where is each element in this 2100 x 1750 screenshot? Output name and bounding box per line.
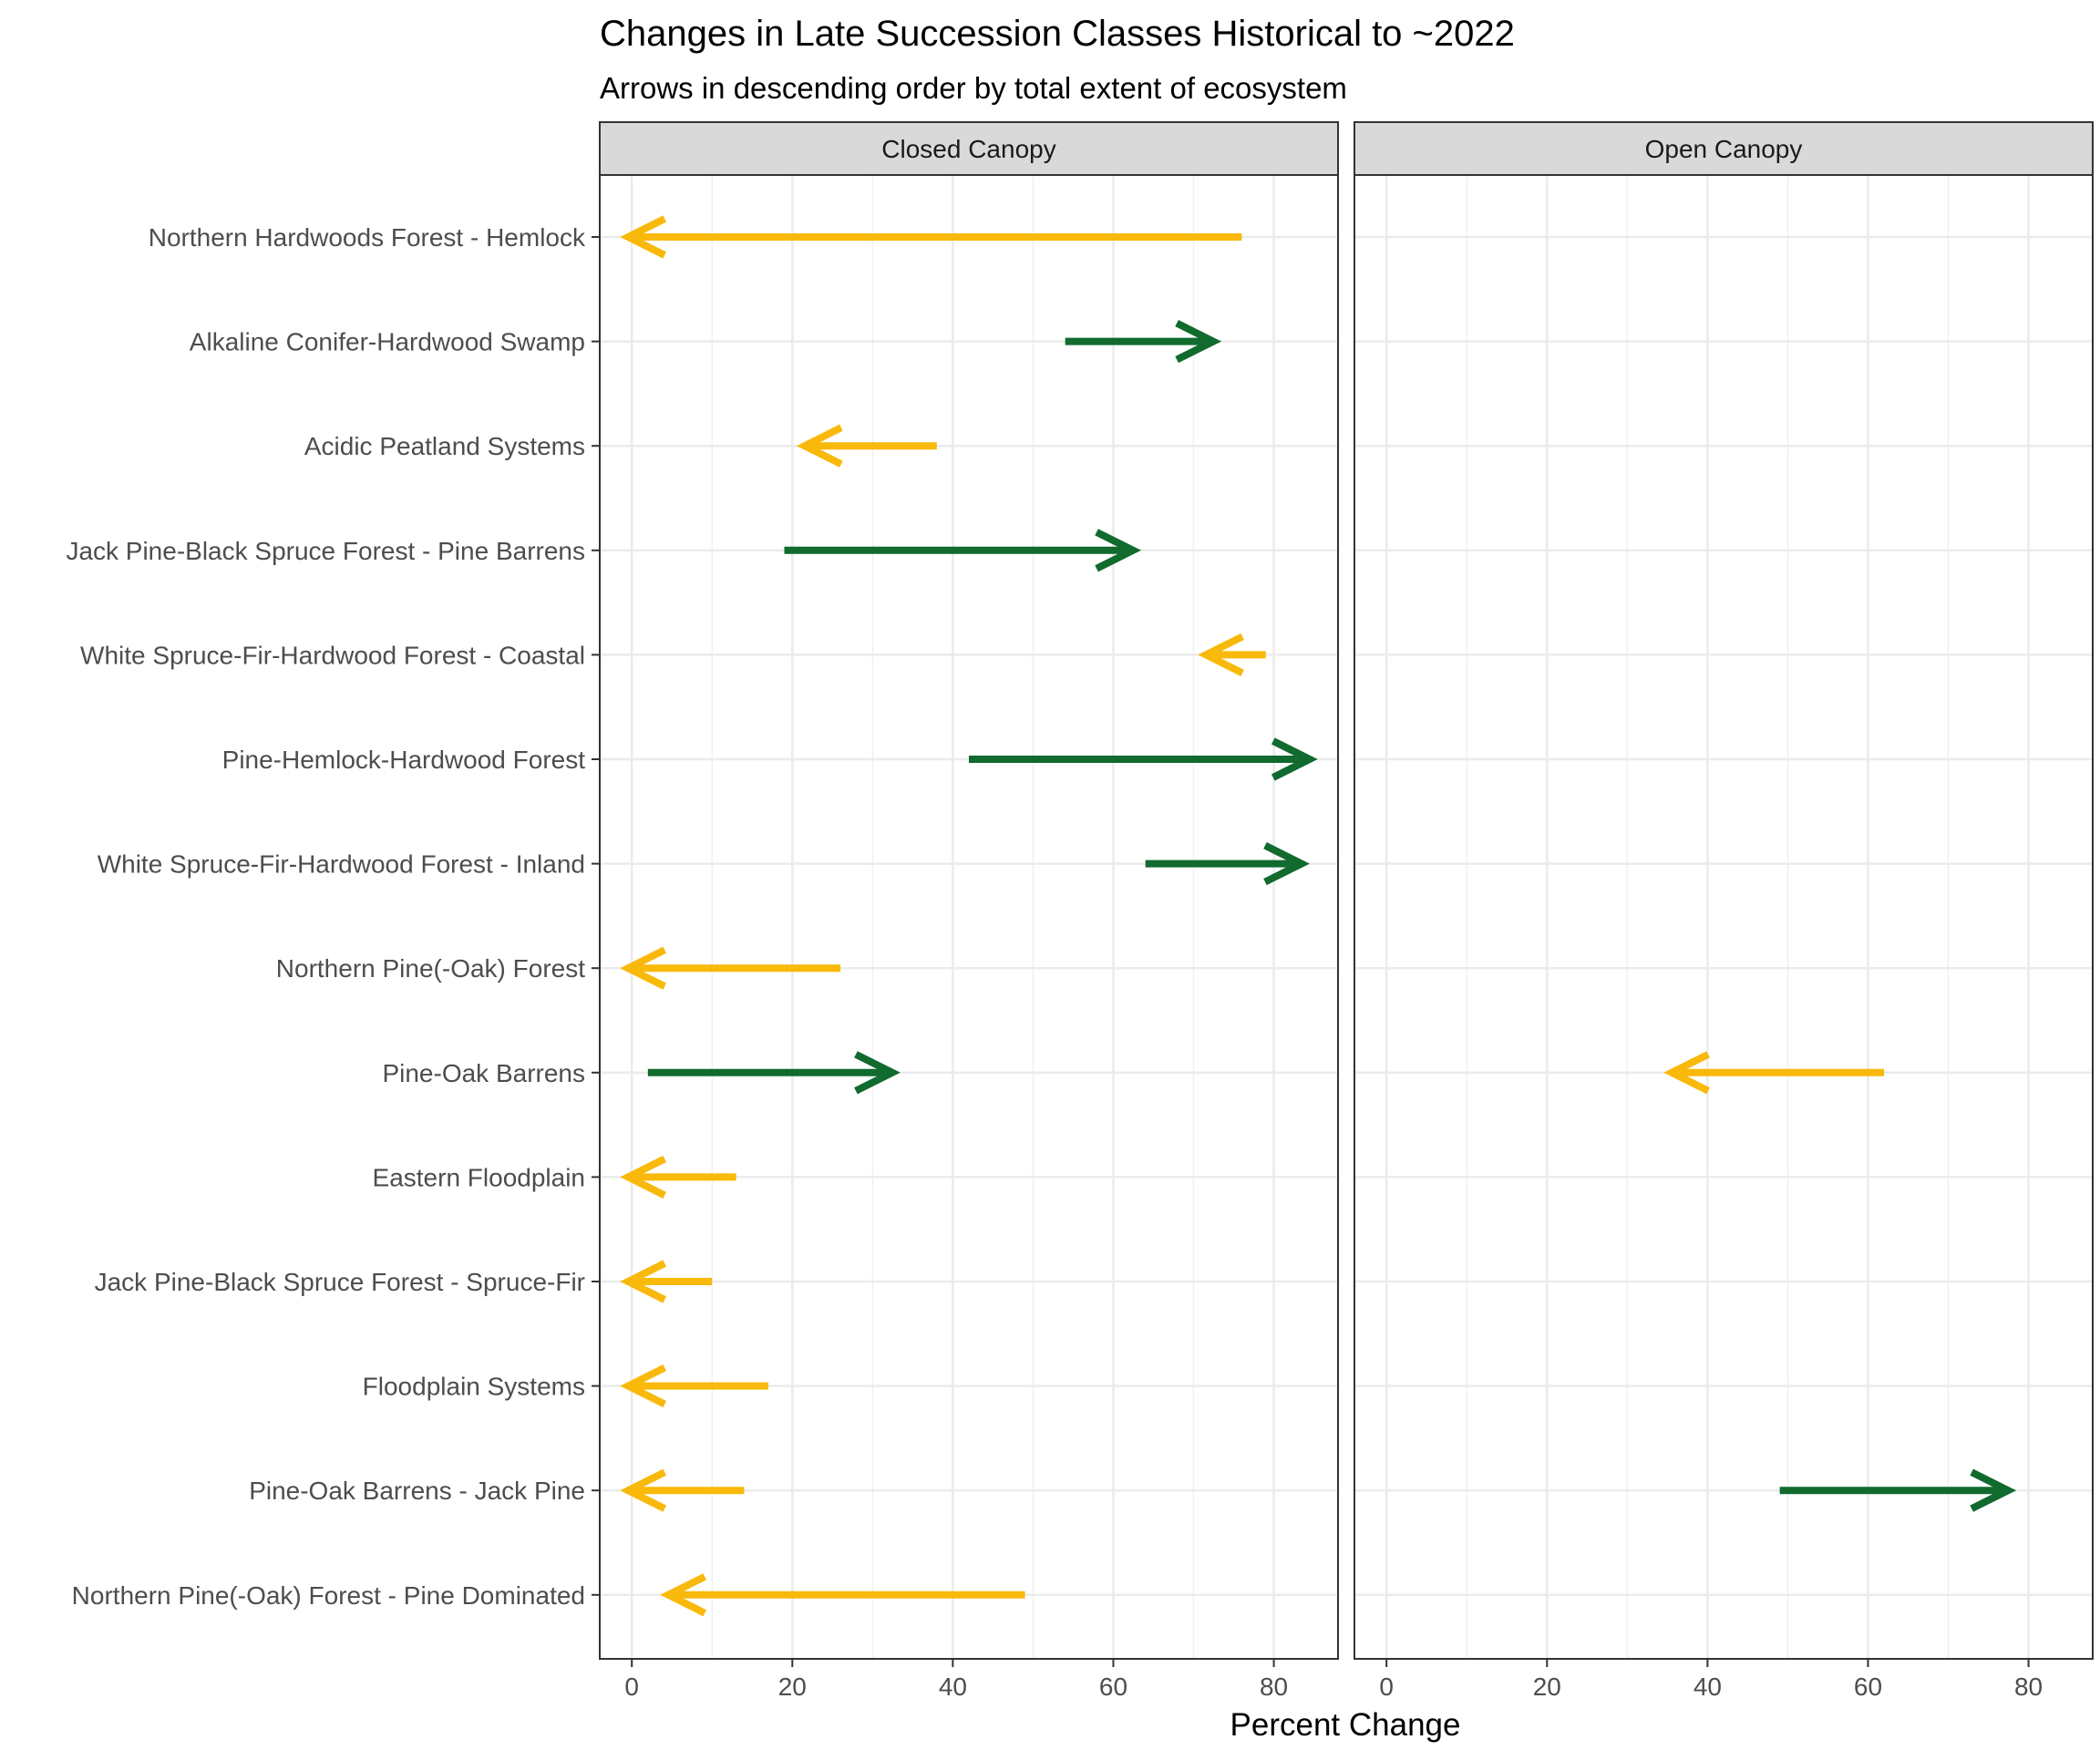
arrow-head <box>620 1260 667 1303</box>
arrow-head <box>1263 842 1310 886</box>
y-axis-tick-labels: Northern Hardwoods Forest - Hemlock Alkal… <box>66 223 600 1610</box>
arrow-head <box>620 1468 667 1512</box>
arrow-closed-canopy-white-spruce-fir-hardwood-forest-coastal <box>1198 633 1266 676</box>
x-tick-label: 60 <box>1854 1673 1882 1701</box>
facet-strip <box>599 121 1339 176</box>
x-tick-label: 0 <box>624 1673 639 1701</box>
y-tick-label: Alkaline Conifer-Hardwood Swamp <box>190 328 585 356</box>
arrow-open-canopy-pine-oak-barrens-jack-pine <box>1779 1468 2017 1512</box>
arrow-closed-canopy-jack-pine-black-spruce-forest-spruce-fir <box>620 1260 713 1303</box>
x-tick-label: 20 <box>1533 1673 1561 1701</box>
arrow-head <box>796 424 843 468</box>
arrow-open-canopy-pine-oak-barrens <box>1663 1051 1885 1095</box>
arrow-head <box>1175 320 1222 364</box>
x-tick-label: 0 <box>1379 1673 1394 1701</box>
arrow-head <box>1271 737 1318 781</box>
y-tick-label: Pine-Hemlock-Hardwood Forest <box>222 746 586 774</box>
arrow-closed-canopy-alkaline-conifer-hardwood-swamp <box>1065 320 1222 364</box>
arrow-head <box>1198 633 1244 676</box>
arrow-closed-canopy-white-spruce-fir-hardwood-forest-inland <box>1145 842 1310 886</box>
arrow-head <box>620 946 667 990</box>
facet-panels: Closed Canopy 0 20 40 60 80 Open Canopy 0 20 40 60… <box>599 121 2094 1701</box>
x-tick-label: 20 <box>778 1673 807 1701</box>
y-tick-label: Pine-Oak Barrens <box>382 1059 585 1087</box>
arrow-head <box>620 215 667 259</box>
arrow-closed-canopy-floodplain-systems <box>620 1364 768 1408</box>
y-tick-label: Acidic Peatland Systems <box>304 432 585 460</box>
y-tick-label: White Spruce-Fir-Hardwood Forest - Coast… <box>80 641 585 669</box>
y-tick-label: Jack Pine-Black Spruce Forest - Pine Bar… <box>66 537 585 565</box>
y-tick-label: Northern Pine(-Oak) Forest - Pine Domina… <box>72 1581 585 1610</box>
x-tick-label: 80 <box>2014 1673 2043 1701</box>
arrow-closed-canopy-northern-hardwoods-forest-hemlock <box>620 215 1242 259</box>
x-tick-label: 60 <box>1099 1673 1127 1701</box>
arrow-head <box>854 1051 901 1095</box>
arrow-closed-canopy-pine-oak-barrens <box>647 1051 901 1095</box>
arrow-head <box>620 1155 667 1199</box>
x-tick-label: 40 <box>1693 1673 1722 1701</box>
y-tick-label: Jack Pine-Black Spruce Forest - Spruce-F… <box>95 1268 585 1296</box>
x-tick-label: 40 <box>939 1673 967 1701</box>
arrow-closed-canopy-acidic-peatland-systems <box>796 424 937 468</box>
arrow-head <box>620 1364 667 1408</box>
arrow-closed-canopy-eastern-floodplain <box>620 1155 736 1199</box>
arrow-head <box>1663 1051 1710 1095</box>
facet-strip-label: Closed Canopy <box>881 135 1055 163</box>
y-tick-label: Eastern Floodplain <box>373 1163 585 1191</box>
arrow-closed-canopy-northern-pine-oak-forest <box>620 946 841 990</box>
arrow-head <box>1970 1468 2017 1512</box>
chart-title: Changes in Late Succession Classes Histo… <box>600 14 1515 54</box>
arrow-closed-canopy-jack-pine-black-spruce-forest-pine-barrens <box>784 529 1142 572</box>
y-tick-label: Northern Pine(-Oak) Forest <box>276 954 585 983</box>
facet-panel-open-canopy: Open Canopy 0 20 40 60 80 <box>1354 121 2094 1701</box>
facet-panel-closed-canopy: Closed Canopy 0 20 40 60 80 <box>599 121 1339 1701</box>
chart-subtitle: Arrows in descending order by total exte… <box>600 71 1347 105</box>
facet-strip <box>1354 121 2094 176</box>
y-tick-label: White Spruce-Fir-Hardwood Forest - Inlan… <box>98 850 585 879</box>
panel-background <box>1354 175 2093 1659</box>
arrow-closed-canopy-pine-oak-barrens-jack-pine <box>620 1468 745 1512</box>
x-tick-label: 80 <box>1260 1673 1288 1701</box>
y-tick-label: Northern Hardwoods Forest - Hemlock <box>149 223 586 252</box>
arrow-head <box>660 1573 707 1617</box>
arrow-closed-canopy-northern-pine-oak-forest-pine-dominated <box>660 1573 1025 1617</box>
arrow-head <box>1095 529 1142 572</box>
panel-background <box>600 175 1338 1659</box>
x-axis-title: Percent Change <box>1230 1707 1461 1743</box>
y-tick-label: Pine-Oak Barrens - Jack Pine <box>249 1477 585 1505</box>
arrow-closed-canopy-pine-hemlock-hardwood-forest <box>969 737 1318 781</box>
y-tick-label: Floodplain Systems <box>363 1373 585 1401</box>
facet-strip-label: Open Canopy <box>1645 135 1803 163</box>
